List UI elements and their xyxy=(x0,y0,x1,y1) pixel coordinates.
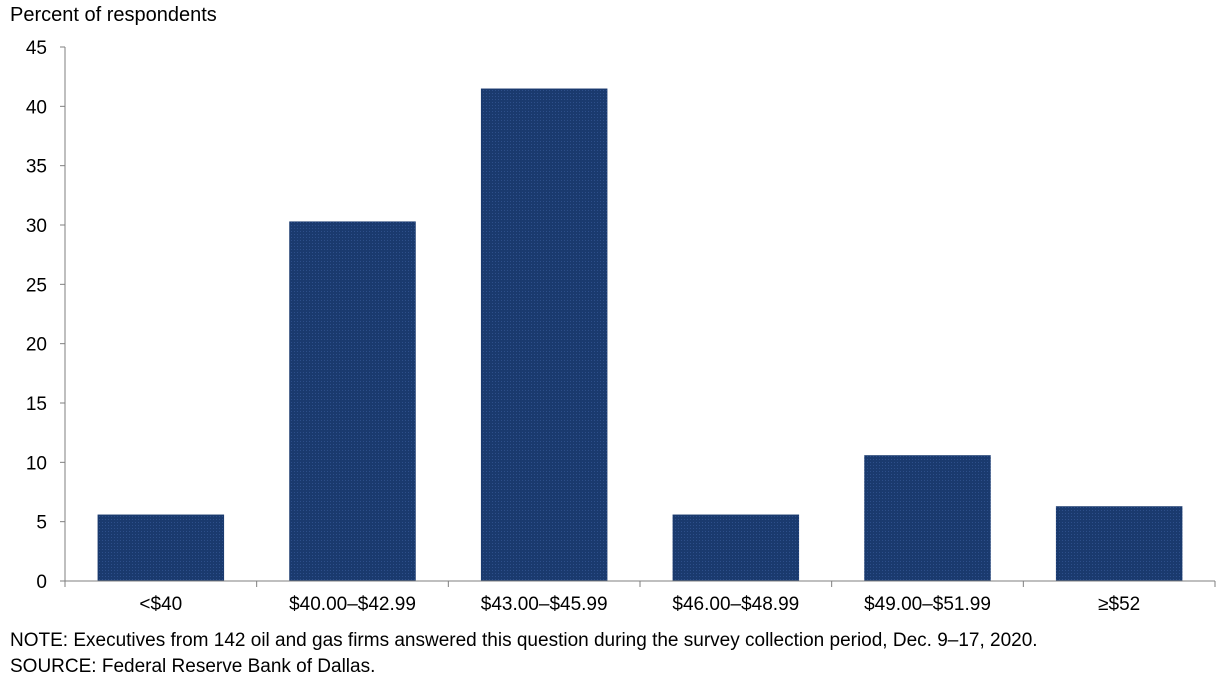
y-tick-label: 30 xyxy=(26,216,47,237)
bar xyxy=(480,88,608,582)
chart-note: NOTE: Executives from 142 oil and gas fi… xyxy=(10,630,1038,651)
x-tick-label: $43.00–$45.99 xyxy=(481,594,608,615)
chart-source: SOURCE: Federal Reserve Bank of Dallas. xyxy=(10,656,376,677)
x-tick-label: $40.00–$42.99 xyxy=(289,594,416,615)
y-tick-label: 35 xyxy=(26,157,47,178)
x-tick-label: $46.00–$48.99 xyxy=(672,594,799,615)
y-tick-label: 15 xyxy=(26,394,47,415)
y-tick-label: 0 xyxy=(36,572,47,593)
y-tick-label: 10 xyxy=(26,453,47,474)
y-axis-title: Percent of respondents xyxy=(10,4,217,26)
x-axis: <$40 $40.00–$42.99 $43.00–$45.99 $46.00–$48… xyxy=(64,580,1216,615)
y-tick-label: 20 xyxy=(26,335,47,356)
bar xyxy=(864,455,991,581)
bar xyxy=(1055,506,1183,581)
x-tick-label: $49.00–$51.99 xyxy=(864,594,991,615)
y-tick-label: 45 xyxy=(26,38,47,59)
y-tick-label: 40 xyxy=(26,97,47,118)
y-axis: 0 5 10 15 20 25 30 35 40 45 xyxy=(26,38,66,593)
y-tick-label: 5 xyxy=(36,513,47,534)
bar xyxy=(289,221,416,581)
y-tick-label: 25 xyxy=(26,275,47,296)
bars xyxy=(97,88,1183,582)
x-tick-label: ≥$52 xyxy=(1098,594,1140,615)
bar xyxy=(97,514,225,581)
bar xyxy=(672,514,800,581)
x-tick-label: <$40 xyxy=(139,594,182,615)
